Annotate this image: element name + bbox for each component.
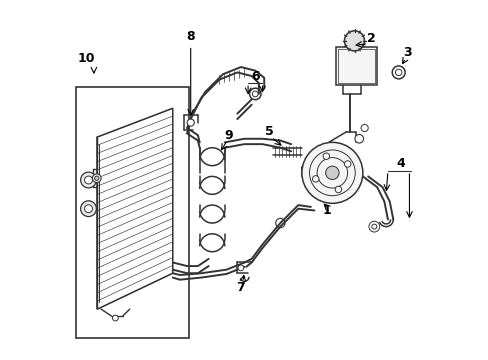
Circle shape — [81, 172, 96, 188]
Text: 9: 9 — [224, 129, 232, 142]
Text: 3: 3 — [403, 46, 411, 59]
Text: 1: 1 — [322, 204, 331, 217]
Text: 2: 2 — [366, 32, 375, 45]
Circle shape — [94, 176, 99, 180]
Circle shape — [354, 134, 363, 143]
Circle shape — [238, 265, 244, 271]
Polygon shape — [97, 108, 172, 309]
Circle shape — [252, 91, 258, 97]
Text: 4: 4 — [395, 157, 404, 170]
Text: 8: 8 — [186, 30, 195, 43]
Circle shape — [395, 69, 401, 76]
Text: 7: 7 — [236, 281, 245, 294]
Circle shape — [323, 153, 329, 159]
Bar — [76, 87, 188, 338]
Text: 10: 10 — [78, 51, 95, 64]
Bar — [337, 49, 375, 83]
Circle shape — [344, 31, 364, 51]
Circle shape — [371, 224, 376, 229]
Text: 6: 6 — [250, 69, 259, 82]
Circle shape — [325, 166, 338, 180]
Circle shape — [84, 176, 92, 184]
Circle shape — [187, 119, 194, 126]
Circle shape — [344, 161, 350, 167]
Circle shape — [84, 205, 92, 213]
Circle shape — [312, 176, 318, 182]
Bar — [335, 47, 376, 85]
Text: 5: 5 — [264, 125, 273, 138]
Circle shape — [360, 125, 367, 132]
Circle shape — [334, 186, 341, 193]
Circle shape — [92, 174, 101, 183]
Circle shape — [301, 142, 362, 203]
Circle shape — [81, 201, 96, 217]
Circle shape — [112, 315, 118, 321]
